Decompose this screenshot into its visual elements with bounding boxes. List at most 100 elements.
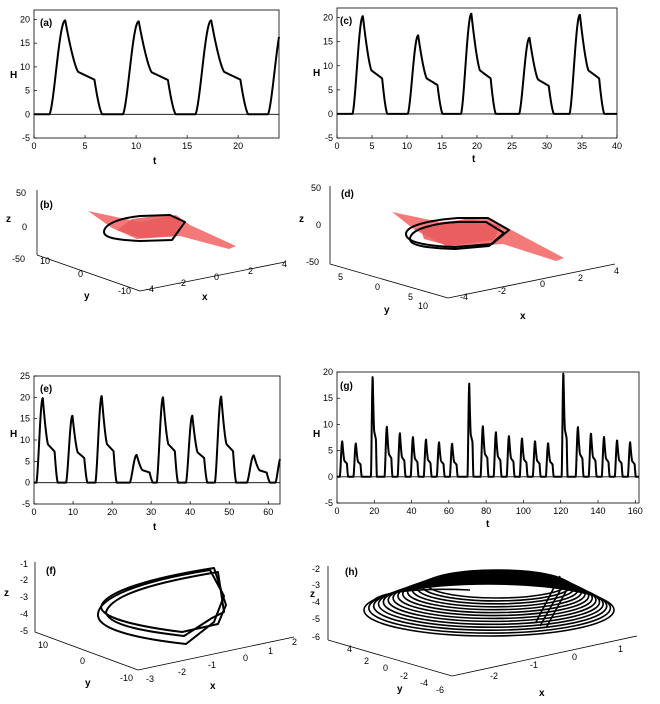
panel-label-a: (a) xyxy=(40,18,52,29)
x-tick-label: 60 xyxy=(444,506,454,516)
plot-frame-g xyxy=(336,371,640,504)
y-tick-label: 15 xyxy=(323,393,333,403)
x-tick-b-4: 4 xyxy=(282,259,287,269)
trajectory-d-1 xyxy=(405,217,510,248)
y-tick-label: 0 xyxy=(25,478,30,488)
z-tick-f-3: -4 xyxy=(20,609,28,619)
x-tick-label: 15 xyxy=(437,141,447,151)
loop-h-strands xyxy=(535,575,571,629)
panel-label-f: (f) xyxy=(46,566,56,577)
y-tick-label: 20 xyxy=(323,367,333,377)
x-tick-label: 160 xyxy=(628,506,643,516)
panel-label-b: (b) xyxy=(40,200,53,211)
z-tick-b-2: -50 xyxy=(12,254,25,264)
x-tick-f-1: -2 xyxy=(178,667,186,677)
z-tick-h-0: -2 xyxy=(312,564,320,574)
x-tick-h-0: -2 xyxy=(490,671,498,681)
plot-frame-a xyxy=(33,9,280,139)
y-tick-b-2: -10 xyxy=(118,286,131,296)
x-axis-label-b: x xyxy=(202,292,208,303)
x-tick-label: 0 xyxy=(334,141,339,151)
z-tick-h-4: -6 xyxy=(312,632,320,642)
x-tick-b-2: 0 xyxy=(214,272,219,282)
y-axis-b xyxy=(36,254,141,292)
x-axis-h xyxy=(451,635,638,677)
y-axis-label-d: y xyxy=(384,305,390,316)
y-tick-label: 0 xyxy=(328,109,333,119)
z-tick-h-1: -3 xyxy=(312,580,320,590)
y-axis-label-e: H xyxy=(10,429,17,440)
y-tick-label: 10 xyxy=(20,435,30,445)
y-axis-label-h: y xyxy=(397,684,403,695)
y-tick-label: 10 xyxy=(20,62,30,72)
z-axis-label-h: z xyxy=(310,589,315,600)
z-axis-label-b: z xyxy=(6,214,11,225)
trajectory-d-2 xyxy=(409,221,505,250)
x-tick-d-0: -4 xyxy=(460,292,468,302)
x-tick-f-2: -1 xyxy=(208,660,216,670)
y-axis-f xyxy=(34,631,139,671)
x-tick-label: 50 xyxy=(224,507,234,517)
x-tick-label: 30 xyxy=(542,141,552,151)
trajectory-h xyxy=(363,569,615,637)
x-tick-f-3: 0 xyxy=(243,653,248,663)
loop-h xyxy=(397,575,590,617)
series-line-e xyxy=(33,395,281,484)
y-tick-d-1: 0 xyxy=(375,282,380,292)
y-tick-b-1: 0 xyxy=(78,269,83,279)
x-tick-label: 15 xyxy=(182,141,192,151)
loop-h xyxy=(382,578,601,626)
tick-labels-3d: 50 0 -50 10 0 -10 -4 -2 0 2 4 50 0 -50 5… xyxy=(12,183,623,695)
x-tick-label: 140 xyxy=(590,506,605,516)
z-tick-b-0: 50 xyxy=(16,188,26,198)
y-tick-label: -5 xyxy=(325,498,333,508)
y-axis-label-g: H xyxy=(313,429,320,440)
x-tick-label: 40 xyxy=(612,141,622,151)
y-tick-f-1: 0 xyxy=(80,656,85,666)
series-line-a xyxy=(33,19,280,116)
x-axis-label-c: t xyxy=(472,154,476,165)
x-tick-label: 120 xyxy=(553,506,568,516)
panel-label-g: (g) xyxy=(340,381,353,392)
loop-h xyxy=(363,583,615,637)
z-tick-d-0: 50 xyxy=(311,183,321,193)
y-tick-d-0: 5 xyxy=(338,272,343,282)
x-tick-d-3: 2 xyxy=(578,273,583,283)
x-tick-label: 10 xyxy=(131,141,141,151)
panel-d: (d) z y x xyxy=(299,186,616,322)
y-tick-h-1: 2 xyxy=(364,656,369,666)
x-tick-label: 40 xyxy=(185,507,195,517)
surface-b-top xyxy=(117,214,182,238)
y-tick-h-3: -2 xyxy=(400,671,408,681)
y-tick-label: -5 xyxy=(22,133,30,143)
x-axis-label-d: x xyxy=(520,311,526,322)
z-tick-f-2: -3 xyxy=(20,592,28,602)
y-axis-label-c: H xyxy=(313,68,320,79)
x-tick-label: 0 xyxy=(31,141,36,151)
x-tick-d-4: 4 xyxy=(614,266,619,276)
z-tick-f-1: -2 xyxy=(20,575,28,585)
y-tick-label: 15 xyxy=(20,414,30,424)
x-tick-b-1: -2 xyxy=(178,278,186,288)
x-axis-label-h: x xyxy=(539,688,545,699)
z-axis-label-f: z xyxy=(4,588,9,599)
panel-h: (h) z y x xyxy=(310,566,638,699)
y-tick-h-2: 0 xyxy=(383,663,388,673)
x-axis-f xyxy=(137,636,295,671)
x-tick-label: 20 xyxy=(369,506,379,516)
x-tick-h-1: -1 xyxy=(530,660,538,670)
x-tick-label: 25 xyxy=(507,141,517,151)
y-tick-label: 20 xyxy=(20,14,30,24)
z-tick-d-1: 0 xyxy=(316,220,321,230)
z-tick-h-2: -4 xyxy=(312,597,320,607)
trajectory-b xyxy=(103,214,186,242)
y-tick-f-2: -10 xyxy=(120,673,133,683)
y-tick-label: 10 xyxy=(323,61,333,71)
x-tick-label: 20 xyxy=(107,507,117,517)
y-tick-label: 0 xyxy=(25,109,30,119)
x-tick-label: 20 xyxy=(472,141,482,151)
